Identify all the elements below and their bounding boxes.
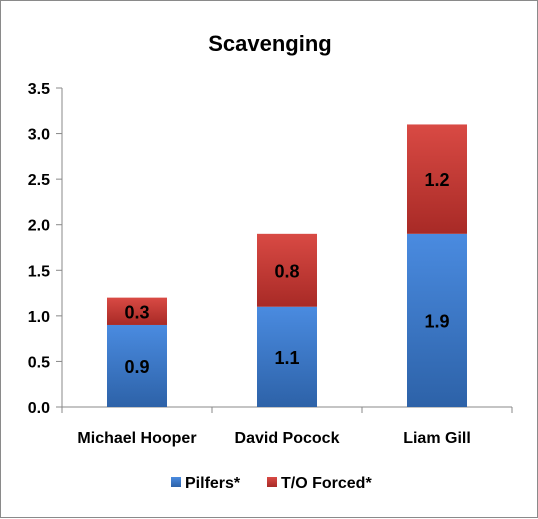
chart-title: Scavenging <box>208 31 331 56</box>
y-tick-label: 2.5 <box>28 172 50 189</box>
bar-to-forced-0 <box>107 297 167 325</box>
data-label: 0.9 <box>124 357 149 377</box>
bar-to-forced-1 <box>257 233 317 307</box>
legend-swatch-0 <box>171 477 181 487</box>
y-tick-label: 3.5 <box>28 81 50 98</box>
bar-to-forced-2 <box>407 124 467 234</box>
bars: 0.9 0.3 1.1 0.8 1.9 1.2 <box>107 124 467 407</box>
y-tick-label: 1.0 <box>28 309 50 326</box>
data-label: 0.8 <box>274 261 299 281</box>
x-category-label: Michael Hooper <box>77 430 196 447</box>
y-tick-label: 0.5 <box>28 354 50 371</box>
y-tick-label: 2.0 <box>28 218 50 235</box>
data-label: 1.9 <box>424 311 449 331</box>
legend-label-1: T/O Forced* <box>281 475 372 492</box>
bar-pilfers-2 <box>407 233 467 407</box>
y-tick-label: 1.5 <box>28 263 50 280</box>
legend-swatch-1 <box>267 477 277 487</box>
x-category-label: Liam Gill <box>403 430 471 447</box>
axes: 0.0 0.5 1.0 1.5 2.0 2.5 3.0 3.5 Michael Hooper Da… <box>28 81 513 447</box>
legend: Pilfers* T/O Forced* <box>171 475 372 492</box>
data-label: 1.1 <box>274 348 299 368</box>
y-tick-label: 0.0 <box>28 400 50 417</box>
legend-label-0: Pilfers* <box>185 475 241 492</box>
y-tick-label: 3.0 <box>28 127 50 144</box>
data-label: 0.3 <box>124 302 149 322</box>
bar-pilfers-1 <box>257 306 317 407</box>
data-label: 1.2 <box>424 170 449 190</box>
bar-pilfers-0 <box>107 324 167 407</box>
x-category-label: David Pocock <box>235 430 340 447</box>
